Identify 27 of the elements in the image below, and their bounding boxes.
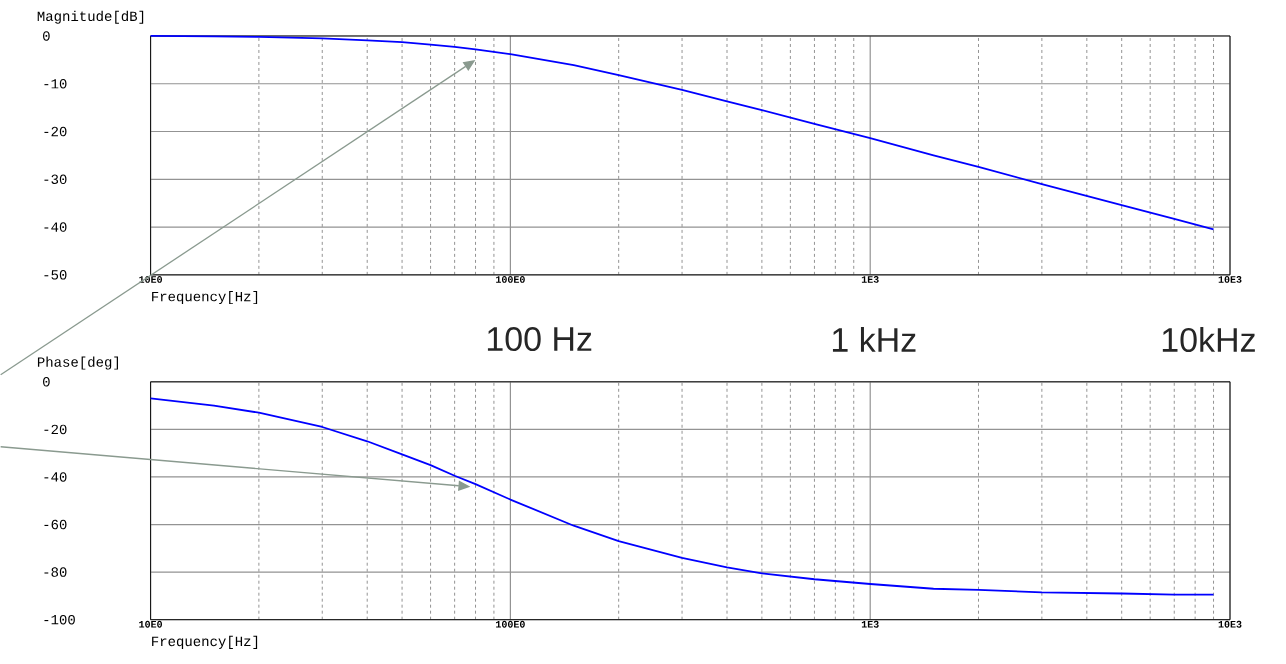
x-tick-label: 10E0 [139,621,162,628]
x-axis-title: Frequency[Hz] [152,291,258,305]
y-tick-label: 0 [43,31,50,41]
y-tick-label: -80 [44,567,67,578]
y-tick-label: -40 [44,472,67,482]
x-tick-label: 1E3 [861,621,879,628]
y-tick-label: -60 [44,519,67,530]
y-tick-label: -50 [44,270,67,280]
x-tick-label: 100E0 [496,621,525,628]
y-axis-title: Magnitude[dB] [37,10,144,24]
x-tick-label: 10E3 [1218,276,1242,284]
y-tick-label: -20 [44,424,67,435]
text: 10kHz [1162,327,1255,353]
x-tick-label: 10E3 [1218,621,1242,628]
y-axis-title: Phase[deg] [37,356,118,370]
text: 1 kHz [832,327,916,352]
x-axis-title: Frequency[Hz] [152,636,258,650]
y-tick-label: 0 [43,377,50,387]
y-tick-label: -40 [44,222,67,232]
y-tick-label: -100 [44,615,75,625]
x-tick-label: 100E0 [496,276,525,283]
text: 100 Hz [487,327,592,352]
y-tick-label: -30 [44,174,67,185]
x-tick-label: 10E0 [139,276,162,283]
y-tick-label: -10 [44,79,67,89]
y-tick-label: -20 [44,126,67,137]
x-tick-label: 1E3 [861,276,879,284]
